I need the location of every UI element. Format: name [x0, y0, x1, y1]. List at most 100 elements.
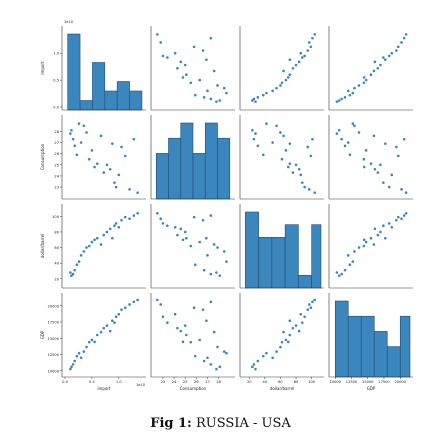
hist-bar-dollar-barrel-0 — [245, 211, 259, 289]
scatter-point-gdp-vs-import-24 — [132, 300, 136, 304]
scatter-point-dollar-barrel-vs-consumption-10 — [198, 240, 201, 244]
hist-bar-consumption-0 — [155, 153, 169, 200]
scatter-point-consumption-vs-dollar-barrel-23 — [308, 188, 311, 191]
scatter-point-gdp-vs-dollar-barrel-25 — [313, 298, 317, 302]
scatter-point-gdp-vs-import-3 — [73, 359, 76, 363]
scatter-point-consumption-vs-import-20 — [117, 173, 121, 177]
xtick-label-import-2: 1.0 — [116, 380, 122, 384]
scatter-point-dollar-barrel-vs-gdp-8 — [357, 246, 361, 249]
scatter-point-consumption-vs-gdp-21 — [395, 145, 398, 149]
scatter-point-dollar-barrel-vs-import-6 — [79, 254, 83, 257]
scatter-point-import-vs-dollar-barrel-4 — [261, 93, 265, 97]
scatter-point-consumption-vs-dollar-barrel-20 — [299, 173, 303, 177]
scatter-point-dollar-barrel-vs-consumption-20 — [173, 225, 177, 229]
hist-bar-consumption-1 — [168, 137, 182, 200]
scatter-point-dollar-barrel-vs-gdp-11 — [362, 238, 366, 242]
scatter-point-consumption-vs-dollar-barrel-19 — [303, 185, 306, 189]
scatter-point-consumption-vs-dollar-barrel-25 — [313, 191, 317, 194]
scatter-point-import-vs-dollar-barrel-21 — [306, 49, 310, 52]
scatter-point-import-vs-dollar-barrel-14 — [291, 66, 295, 70]
scatter-point-gdp-vs-import-9 — [87, 340, 91, 344]
scatter-point-dollar-barrel-vs-consumption-18 — [166, 224, 169, 228]
scatter-point-dollar-barrel-vs-consumption-15 — [183, 230, 187, 234]
ylabel-import: import — [40, 61, 45, 75]
scatter-point-consumption-vs-import-14 — [102, 171, 106, 174]
scatter-point-import-vs-consumption-13 — [212, 69, 216, 73]
scatter-point-import-vs-consumption-20 — [173, 51, 177, 55]
scatter-point-consumption-vs-gdp-15 — [379, 163, 382, 167]
scatter-point-import-vs-gdp-0 — [335, 100, 339, 103]
scatter-point-dollar-barrel-vs-import-20 — [117, 225, 121, 229]
scatter-point-import-vs-consumption-12 — [185, 73, 188, 77]
hist-bar-gdp-2 — [360, 315, 375, 378]
scatter-point-import-vs-dollar-barrel-12 — [288, 73, 292, 77]
scatter-point-dollar-barrel-vs-gdp-20 — [390, 225, 394, 229]
ytick-label-consumption-0: 23 — [54, 186, 59, 190]
scatter-point-consumption-vs-gdp-2 — [340, 137, 343, 141]
scatter-point-consumption-vs-import-5 — [77, 122, 81, 125]
scatter-point-dollar-barrel-vs-import-15 — [105, 230, 109, 234]
scatter-point-gdp-vs-consumption-15 — [183, 324, 187, 327]
scatter-point-consumption-vs-dollar-barrel-18 — [300, 181, 304, 184]
hist-bar-gdp-3 — [373, 331, 388, 378]
ytick-label-gdp-1: 12500 — [48, 353, 60, 357]
scatter-point-consumption-vs-gdp-11 — [362, 165, 366, 169]
scatter-point-gdp-vs-consumption-2 — [209, 363, 213, 366]
scatter-point-gdp-vs-consumption-16 — [179, 329, 183, 333]
scatter-point-gdp-vs-import-7 — [82, 350, 86, 353]
scatter-point-gdp-vs-consumption-11 — [181, 340, 185, 344]
scatter-point-dollar-barrel-vs-gdp-12 — [369, 236, 373, 240]
scatter-point-dollar-barrel-vs-import-0 — [69, 271, 72, 274]
hist-bar-consumption-2 — [180, 122, 194, 200]
ylabel-gdp: GDP — [40, 330, 45, 339]
scatter-point-import-vs-gdp-21 — [395, 49, 398, 52]
scatter-point-dollar-barrel-vs-gdp-5 — [351, 260, 355, 263]
scatter-point-import-vs-consumption-24 — [209, 36, 213, 40]
scatter-point-consumption-vs-gdp-14 — [376, 171, 380, 174]
scatter-point-gdp-vs-import-6 — [79, 356, 83, 360]
scatter-point-consumption-vs-gdp-23 — [400, 188, 403, 191]
scatter-point-gdp-vs-consumption-6 — [206, 356, 209, 360]
xtick-label-import-0: 0.0 — [62, 380, 68, 384]
scatter-point-gdp-vs-import-1 — [70, 365, 73, 369]
scatter-point-import-vs-consumption-2 — [209, 97, 213, 101]
scatter-point-gdp-vs-dollar-barrel-8 — [279, 345, 282, 349]
scatter-point-consumption-vs-gdp-17 — [384, 142, 387, 145]
scatter-point-dollar-barrel-vs-consumption-25 — [156, 211, 159, 215]
scatter-point-dollar-barrel-vs-import-5 — [77, 260, 81, 263]
scatter-point-dollar-barrel-vs-gdp-13 — [372, 243, 376, 246]
xlabel-gdp: GDP — [367, 386, 376, 391]
scatter-point-import-vs-dollar-barrel-3 — [256, 96, 260, 99]
hist-bar-dollar-barrel-1 — [258, 237, 273, 289]
hist-bar-dollar-barrel-3 — [284, 224, 299, 289]
scatter-point-consumption-vs-dollar-barrel-16 — [297, 167, 301, 171]
scatter-point-dollar-barrel-vs-consumption-8 — [216, 246, 219, 249]
scatter-point-gdp-vs-consumption-12 — [185, 333, 188, 337]
scatter-point-dollar-barrel-vs-consumption-0 — [215, 271, 218, 274]
scatter-point-dollar-barrel-vs-import-13 — [99, 243, 103, 246]
scatter-point-consumption-vs-import-3 — [73, 144, 76, 148]
scatter-point-consumption-vs-gdp-8 — [357, 131, 361, 134]
scatter-point-import-vs-dollar-barrel-5 — [265, 91, 268, 95]
scatter-point-dollar-barrel-vs-gdp-4 — [348, 263, 352, 267]
xtick-label-dollar-barrel-4: 100 — [308, 380, 316, 384]
scatter-point-gdp-vs-import-2 — [71, 363, 75, 366]
scatter-point-dollar-barrel-vs-import-8 — [85, 246, 88, 249]
xtick-label-gdp-0: 10000 — [330, 380, 342, 384]
scatter-point-gdp-vs-import-23 — [128, 303, 131, 306]
ytick-label-gdp-0: 10000 — [48, 369, 60, 373]
scatter-point-import-vs-gdp-16 — [373, 60, 377, 64]
scatter-point-dollar-barrel-vs-gdp-1 — [337, 274, 341, 277]
scatter-point-dollar-barrel-vs-consumption-22 — [192, 215, 196, 219]
scatter-point-dollar-barrel-vs-import-2 — [71, 272, 75, 276]
scatter-point-dollar-barrel-vs-import-1 — [70, 274, 73, 277]
ytick-label-dollar-barrel-4: 100 — [52, 215, 60, 219]
scatter-point-import-vs-dollar-barrel-23 — [308, 41, 311, 44]
scatter-point-consumption-vs-import-11 — [93, 165, 96, 169]
scatter-point-import-vs-gdp-19 — [387, 54, 391, 58]
scatter-point-gdp-vs-import-13 — [99, 330, 103, 334]
ytick-label-import-1: 0.5 — [53, 79, 59, 83]
scatter-point-dollar-barrel-vs-gdp-9 — [362, 244, 366, 248]
xtick-label-gdp-1: 12500 — [346, 380, 358, 384]
scatter-point-gdp-vs-import-0 — [69, 367, 72, 371]
